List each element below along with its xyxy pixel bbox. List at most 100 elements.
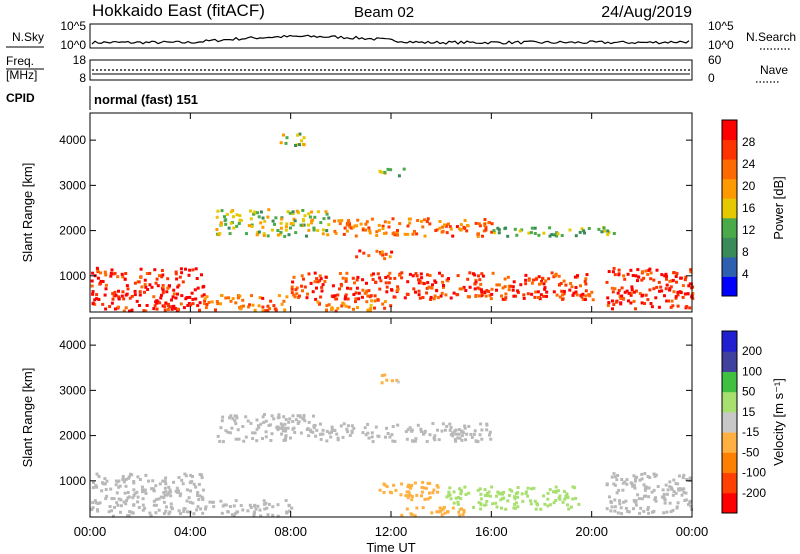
data-cell — [416, 219, 420, 222]
data-cell — [438, 220, 442, 223]
data-cell — [552, 490, 555, 494]
freq-label: Freq. — [6, 54, 34, 68]
data-cell — [291, 210, 295, 214]
data-cell — [390, 491, 393, 495]
data-cell — [196, 304, 200, 308]
data-cell — [420, 276, 424, 280]
data-cell — [456, 502, 460, 506]
data-cell — [403, 232, 407, 236]
data-cell — [116, 275, 120, 279]
data-cell — [428, 222, 432, 226]
data-cell — [539, 293, 543, 297]
data-cell — [506, 234, 510, 238]
data-cell — [384, 252, 388, 256]
data-cell — [526, 494, 530, 498]
data-cell — [327, 216, 331, 220]
data-cell — [640, 301, 644, 305]
data-cell — [338, 287, 341, 291]
data-cell — [307, 434, 311, 438]
data-cell — [210, 300, 214, 304]
data-cell — [440, 508, 444, 512]
data-cell — [552, 275, 556, 279]
colorbar-tick-label: 20 — [742, 179, 756, 193]
data-cell — [416, 423, 420, 427]
data-cell — [408, 221, 412, 225]
data-cell — [325, 429, 329, 433]
data-cell — [159, 296, 163, 300]
data-cell — [269, 299, 273, 303]
data-cell — [288, 417, 292, 421]
data-cell — [255, 233, 259, 237]
data-cell — [232, 215, 235, 219]
data-cell — [163, 493, 167, 497]
data-cell — [476, 488, 480, 492]
data-cell — [663, 501, 667, 505]
panel-background — [90, 318, 692, 517]
data-cell — [460, 438, 464, 442]
data-cell — [443, 223, 446, 227]
scatter-region-5 — [215, 208, 331, 238]
data-cell — [90, 507, 94, 511]
data-cell — [507, 494, 511, 497]
data-cell — [407, 490, 411, 494]
data-cell — [615, 491, 619, 495]
data-cell — [491, 271, 495, 275]
data-cell — [207, 300, 211, 304]
data-cell — [445, 424, 449, 428]
colorbar-swatch — [722, 120, 737, 141]
data-cell — [686, 292, 690, 296]
data-cell — [94, 484, 98, 488]
data-cell — [373, 306, 376, 310]
data-cell — [163, 486, 167, 490]
data-cell — [542, 231, 546, 235]
data-cell — [669, 285, 673, 289]
nsky-label: N.Sky — [12, 30, 44, 44]
data-cell — [522, 296, 526, 300]
scatter-region-4 — [605, 266, 695, 311]
data-cell — [659, 285, 663, 289]
data-cell — [298, 294, 301, 298]
data-cell — [688, 476, 692, 480]
colorbar-swatch — [722, 391, 737, 413]
data-cell — [631, 484, 635, 488]
data-cell — [292, 217, 296, 221]
data-cell — [683, 499, 687, 502]
data-cell — [319, 221, 323, 225]
data-cell — [554, 485, 558, 489]
data-cell — [479, 492, 483, 496]
data-cell — [142, 309, 146, 313]
data-cell — [618, 295, 622, 298]
data-cell — [611, 307, 614, 311]
data-cell — [474, 439, 478, 443]
data-cell — [205, 295, 209, 299]
colorbar-swatch — [722, 198, 737, 219]
data-cell — [480, 288, 483, 292]
data-cell — [555, 234, 559, 238]
data-cell — [342, 422, 346, 426]
data-cell — [188, 268, 192, 272]
data-cell — [305, 296, 309, 300]
data-cell — [373, 294, 377, 298]
data-cell — [612, 232, 616, 235]
data-cell — [152, 503, 156, 507]
data-cell — [143, 278, 147, 282]
data-cell — [167, 485, 171, 489]
data-cell — [606, 233, 610, 236]
data-cell — [411, 232, 415, 236]
data-cell — [479, 502, 483, 506]
data-cell — [423, 234, 427, 238]
data-cell — [300, 274, 304, 278]
data-cell — [382, 232, 386, 235]
data-cell — [264, 419, 268, 423]
data-cell — [490, 287, 494, 291]
data-cell — [490, 485, 494, 489]
data-cell — [178, 275, 182, 279]
data-cell — [91, 506, 95, 510]
data-cell — [234, 437, 238, 441]
data-cell — [151, 487, 155, 491]
data-cell — [609, 509, 613, 513]
data-cell — [533, 499, 537, 503]
data-cell — [567, 507, 571, 511]
data-cell — [674, 275, 678, 278]
cpid-text: normal (fast) 151 — [94, 92, 198, 107]
